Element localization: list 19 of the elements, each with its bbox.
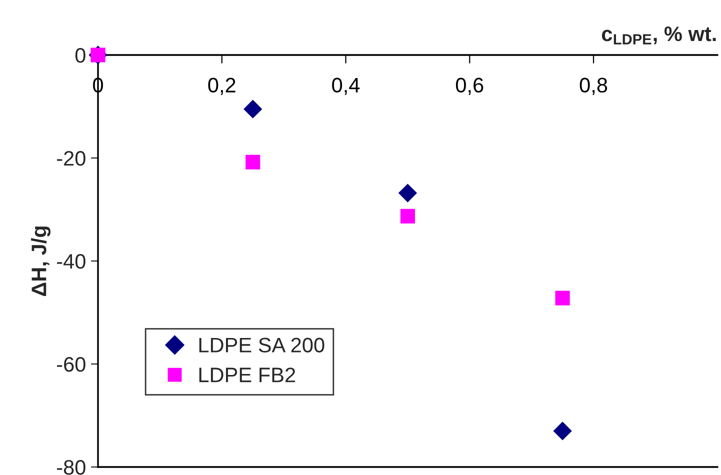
y-tick-label: -20 bbox=[57, 151, 86, 166]
y-tick-label: 0 bbox=[75, 48, 86, 63]
point bbox=[246, 154, 260, 170]
x-axis-title: c$_{LDPE}$, % wt. bbox=[602, 26, 716, 44]
y-tick-label: -80 bbox=[57, 460, 86, 475]
point bbox=[400, 208, 415, 224]
x-tick-label: 0,2 bbox=[208, 78, 236, 96]
x-tick-label: 0,6 bbox=[456, 78, 484, 96]
x-tick-label: 0,8 bbox=[580, 78, 608, 96]
x-tick-label: 0,4 bbox=[332, 78, 360, 96]
y-tick-label: -60 bbox=[57, 357, 86, 372]
y-axis-title: ΔH, J/g bbox=[31, 226, 51, 296]
point bbox=[553, 422, 572, 440]
y-tick-label: -40 bbox=[57, 254, 86, 269]
point bbox=[398, 184, 418, 202]
point bbox=[244, 100, 262, 118]
legend-label: LDPE SA 200 bbox=[199, 338, 324, 352]
legend-label: LDPE FB2 bbox=[199, 368, 296, 382]
point bbox=[555, 290, 570, 306]
